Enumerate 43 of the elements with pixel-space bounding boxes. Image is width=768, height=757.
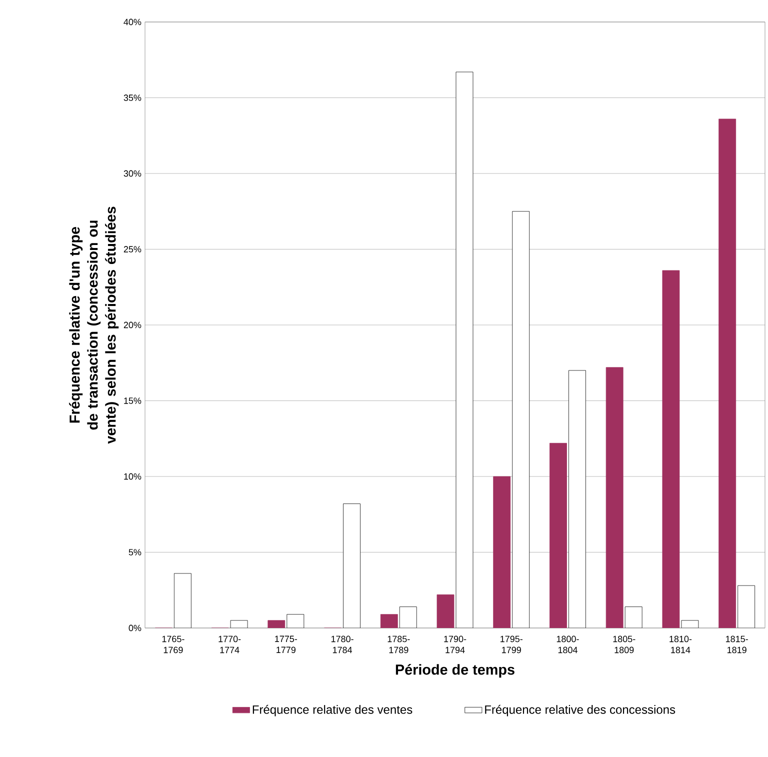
bar <box>662 270 680 628</box>
bar <box>230 620 248 628</box>
bar <box>399 606 417 628</box>
bar <box>718 118 736 628</box>
bar <box>568 370 586 628</box>
legend-label: Fréquence relative des ventes <box>252 704 412 716</box>
y-tick-label: 25% <box>124 246 142 252</box>
bar <box>174 573 192 628</box>
bar <box>268 620 286 628</box>
bar <box>681 620 699 628</box>
bar <box>512 211 530 628</box>
x-tick-label: 1810-1814 <box>670 636 692 654</box>
bar <box>624 606 642 628</box>
y-tick-label: 0% <box>128 624 142 632</box>
y-tick-label: 40% <box>124 18 142 26</box>
y-axis-title: Fréquence relative d'un type de transaction (concession ou vente) selon les périodes étudiées <box>69 206 119 444</box>
x-tick-label: 1770-1774 <box>218 636 241 654</box>
bar <box>456 72 474 628</box>
y-tick-label: 5% <box>128 549 142 556</box>
y-tick-label: 20% <box>124 322 142 328</box>
bar <box>550 442 567 628</box>
x-tick-label: 1765-1769 <box>162 636 184 654</box>
legend-label: Fréquence relative des concessions <box>485 704 676 716</box>
x-tick-label: 1805-1809 <box>613 636 636 654</box>
x-tick-label: 1785-1789 <box>388 636 410 654</box>
x-tick-label: 1775-1779 <box>275 636 298 654</box>
y-tick-label: 15% <box>124 398 142 404</box>
bar <box>436 594 454 628</box>
bar <box>738 585 756 628</box>
x-tick-label: 1790-1794 <box>444 636 466 654</box>
x-axis-title: Période de temps <box>396 664 514 678</box>
bar <box>286 614 304 628</box>
bar <box>380 614 398 628</box>
x-tick-label: 1815-1819 <box>726 636 748 654</box>
y-tick-label: 10% <box>124 473 142 480</box>
bar <box>343 504 360 628</box>
x-tick-label: 1780-1784 <box>331 636 354 654</box>
bar <box>606 367 624 628</box>
y-tick-label: 30% <box>124 170 142 177</box>
bar <box>493 476 511 628</box>
x-tick-label: 1795-1799 <box>500 636 522 654</box>
x-tick-label: 1800-1804 <box>556 636 579 654</box>
y-tick-label: 35% <box>124 94 142 101</box>
